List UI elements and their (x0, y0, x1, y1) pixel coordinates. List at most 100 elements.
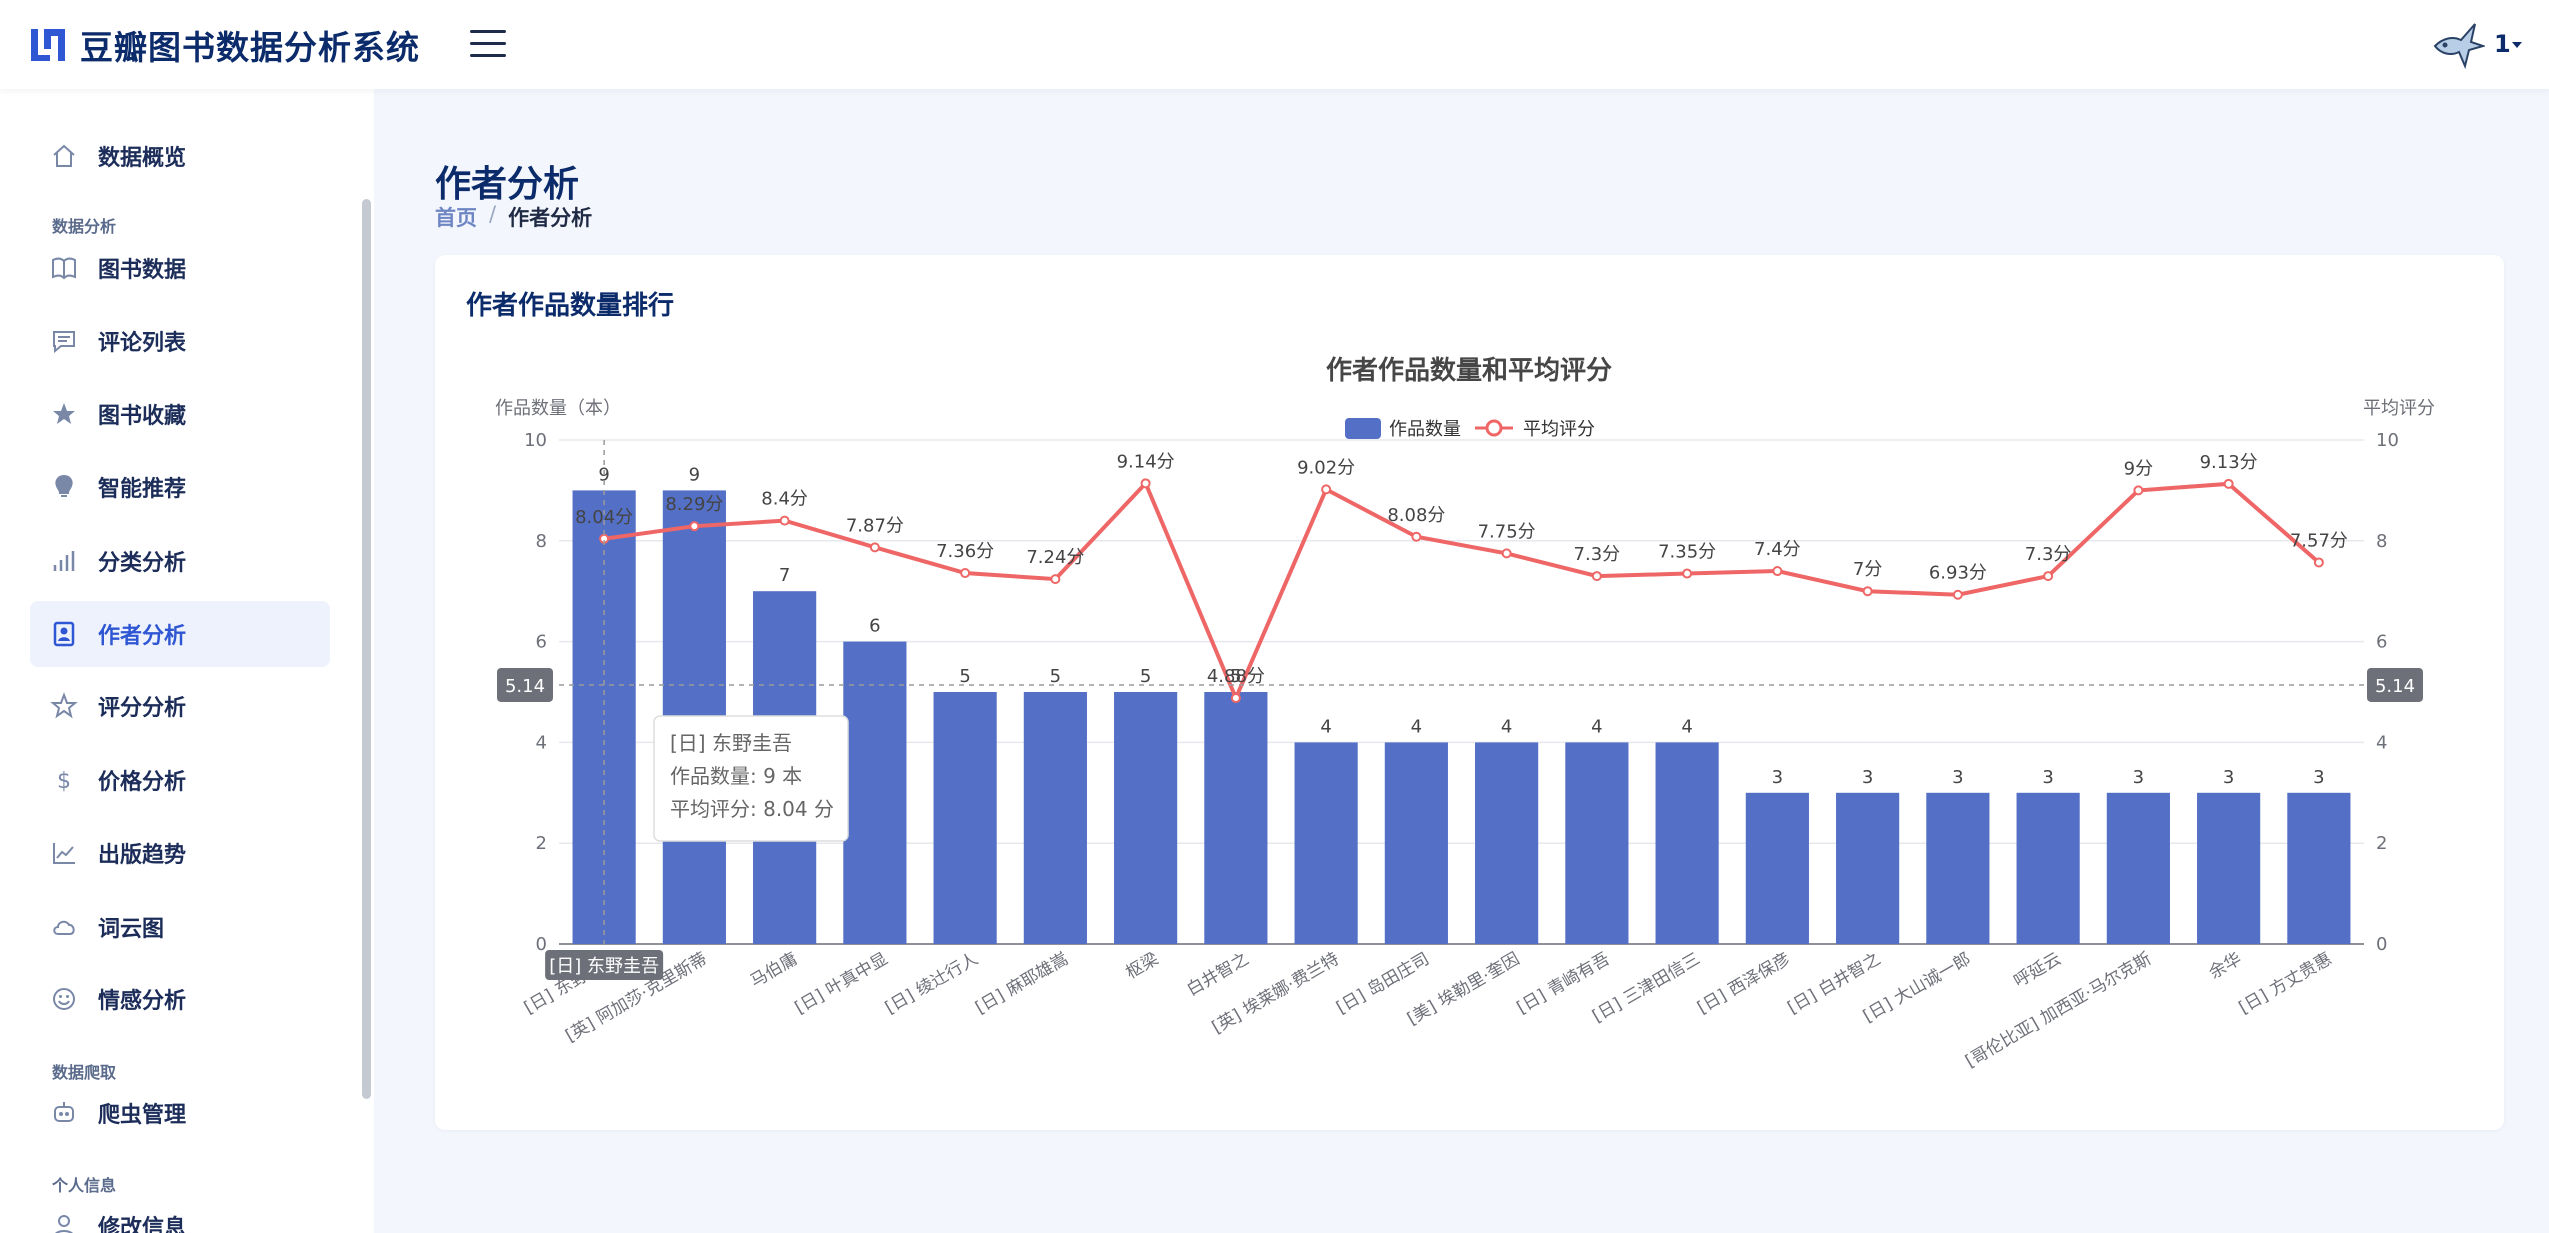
line-point (1050, 574, 1061, 585)
author-badge-icon (50, 620, 78, 648)
user-name[interactable]: 1 (2494, 30, 2511, 58)
sidebar-item[interactable]: 图书收藏 (30, 381, 330, 447)
book-icon (50, 254, 78, 282)
tooltip-line: 平均评分: 8.04 分 (670, 797, 834, 821)
bar-data-label: 3 (1952, 767, 1963, 788)
line-point (779, 515, 790, 526)
sidebar-item[interactable]: 评分分析 (30, 673, 330, 739)
chevron-down-icon[interactable] (2512, 42, 2522, 48)
line-data-label: 9.14分 (1117, 451, 1175, 472)
y-tick-label: 4 (536, 732, 547, 753)
brand[interactable]: 豆瓣图书数据分析系统 (28, 22, 420, 68)
line-data-label: 7.4分 (1754, 539, 1801, 560)
bar (2197, 792, 2261, 944)
sidebar-item[interactable]: 修改信息 (30, 1193, 330, 1233)
legend-item-line: 平均评分 (1523, 419, 1595, 440)
line-data-label: 7.87分 (846, 515, 904, 536)
x-tick-label: 马伯庸 (747, 949, 801, 992)
bar (1023, 692, 1087, 944)
avatar[interactable] (2425, 16, 2485, 72)
sidebar-section-label: 个人信息 (52, 1176, 117, 1195)
line-point (1862, 586, 1873, 597)
bar (843, 641, 907, 944)
line-point (2223, 478, 2234, 489)
star-outline-icon (50, 692, 78, 720)
line-point (2043, 571, 2054, 582)
menu-toggle-icon[interactable] (470, 30, 506, 60)
chart-card: 作者作品数量排行 作者作品数量和平均评分 作品数量 平均评分 作品数量（本） 平均评分 0… (435, 255, 2504, 1130)
sidebar-item[interactable]: 分类分析 (30, 528, 330, 594)
y-tick-label: 6 (536, 632, 547, 653)
y-tick-label: 0 (536, 934, 547, 955)
line-data-label: 7.24分 (1026, 547, 1084, 568)
line-data-label: 7.3分 (1574, 544, 1621, 565)
y2-tick-label: 4 (2376, 732, 2387, 753)
bar-data-label: 4 (1411, 716, 1422, 737)
line-data-label: 8.29分 (665, 494, 723, 515)
bar-data-label: 3 (2133, 767, 2144, 788)
bar-data-label: 6 (869, 616, 880, 637)
bar-data-label: 5 (1050, 666, 1061, 687)
line-point (1591, 571, 1602, 582)
bar-chart-icon (50, 547, 78, 575)
sidebar-item-label: 图书数据 (98, 258, 187, 283)
bar-data-label: 3 (1772, 767, 1783, 788)
sidebar-item[interactable]: 爬虫管理 (30, 1080, 330, 1146)
bar-data-label: 3 (1862, 767, 1873, 788)
sidebar-section-label: 数据爬取 (52, 1063, 117, 1082)
bulb-icon (50, 473, 78, 501)
x-tick-label: 呼延云 (2010, 949, 2064, 992)
sidebar-item[interactable]: 图书数据 (30, 235, 330, 301)
line-data-label: 8.4分 (761, 489, 808, 510)
axis-pointer-label: [日] 东野圭吾 (549, 956, 659, 977)
sidebar-item-label: 词云图 (98, 917, 165, 942)
bar-data-label: 3 (2313, 767, 2324, 788)
sidebar-item[interactable]: 智能推荐 (30, 454, 330, 520)
legend-bar-swatch (1345, 418, 1381, 439)
line-point (1140, 478, 1151, 489)
y2-tick-label: 10 (2376, 430, 2399, 451)
line-data-label: 7.3分 (2025, 544, 2072, 565)
bar-data-label: 4 (1591, 716, 1602, 737)
line-point (1772, 566, 1783, 577)
bar (1745, 792, 1809, 944)
bar-data-label: 4 (1681, 716, 1692, 737)
y-axis-label: 作品数量（本） (495, 398, 621, 419)
tooltip-line: 作品数量: 9 本 (670, 764, 802, 788)
sidebar-item[interactable]: 词云图 (30, 894, 330, 960)
bar-data-label: 5 (1140, 666, 1151, 687)
bar (1836, 792, 1900, 944)
y-tick-label: 10 (524, 430, 547, 451)
line-point (1411, 531, 1422, 542)
sidebar-item-label: 作者分析 (98, 624, 187, 649)
sidebar-item-label: 修改信息 (98, 1216, 187, 1233)
line-point (1501, 548, 1512, 559)
line-data-label: 7分 (1853, 559, 1882, 580)
bar (2287, 792, 2351, 944)
bar-data-label: 3 (2042, 767, 2053, 788)
sidebar-item-label: 智能推荐 (98, 477, 187, 502)
sidebar-scrollbar[interactable] (362, 199, 371, 1099)
x-tick-label: 枢梁 (1123, 949, 1162, 983)
breadcrumb-home-link[interactable]: 首页 (435, 206, 477, 230)
robot-icon (50, 1099, 78, 1127)
user-icon (50, 1212, 78, 1233)
x-tick-label: [日] 麻耶雄嵩 (972, 949, 1072, 1018)
bar (1565, 742, 1629, 944)
sidebar-item[interactable]: $ 价格分析 (30, 747, 330, 813)
sidebar-item[interactable]: 评论列表 (30, 308, 330, 374)
crosshair-right-tag (2367, 667, 2423, 702)
sidebar-item[interactable]: 作者分析 (30, 601, 330, 667)
line-data-label: 7.57分 (2290, 530, 2348, 551)
bar-data-label: 7 (779, 565, 790, 586)
bar (2016, 792, 2080, 944)
x-tick-label: [日] 方丈贵惠 (2236, 949, 2336, 1018)
line-point (869, 542, 880, 553)
sidebar-item[interactable]: 出版趋势 (30, 820, 330, 886)
sidebar-item[interactable]: 情感分析 (30, 966, 330, 1032)
y2-tick-label: 2 (2376, 833, 2387, 854)
crosshair-right-value: 5.14 (2375, 676, 2415, 697)
sidebar-item[interactable]: 数据概览 (30, 123, 330, 189)
x-tick-label: [日] 绫辻行人 (882, 949, 982, 1018)
